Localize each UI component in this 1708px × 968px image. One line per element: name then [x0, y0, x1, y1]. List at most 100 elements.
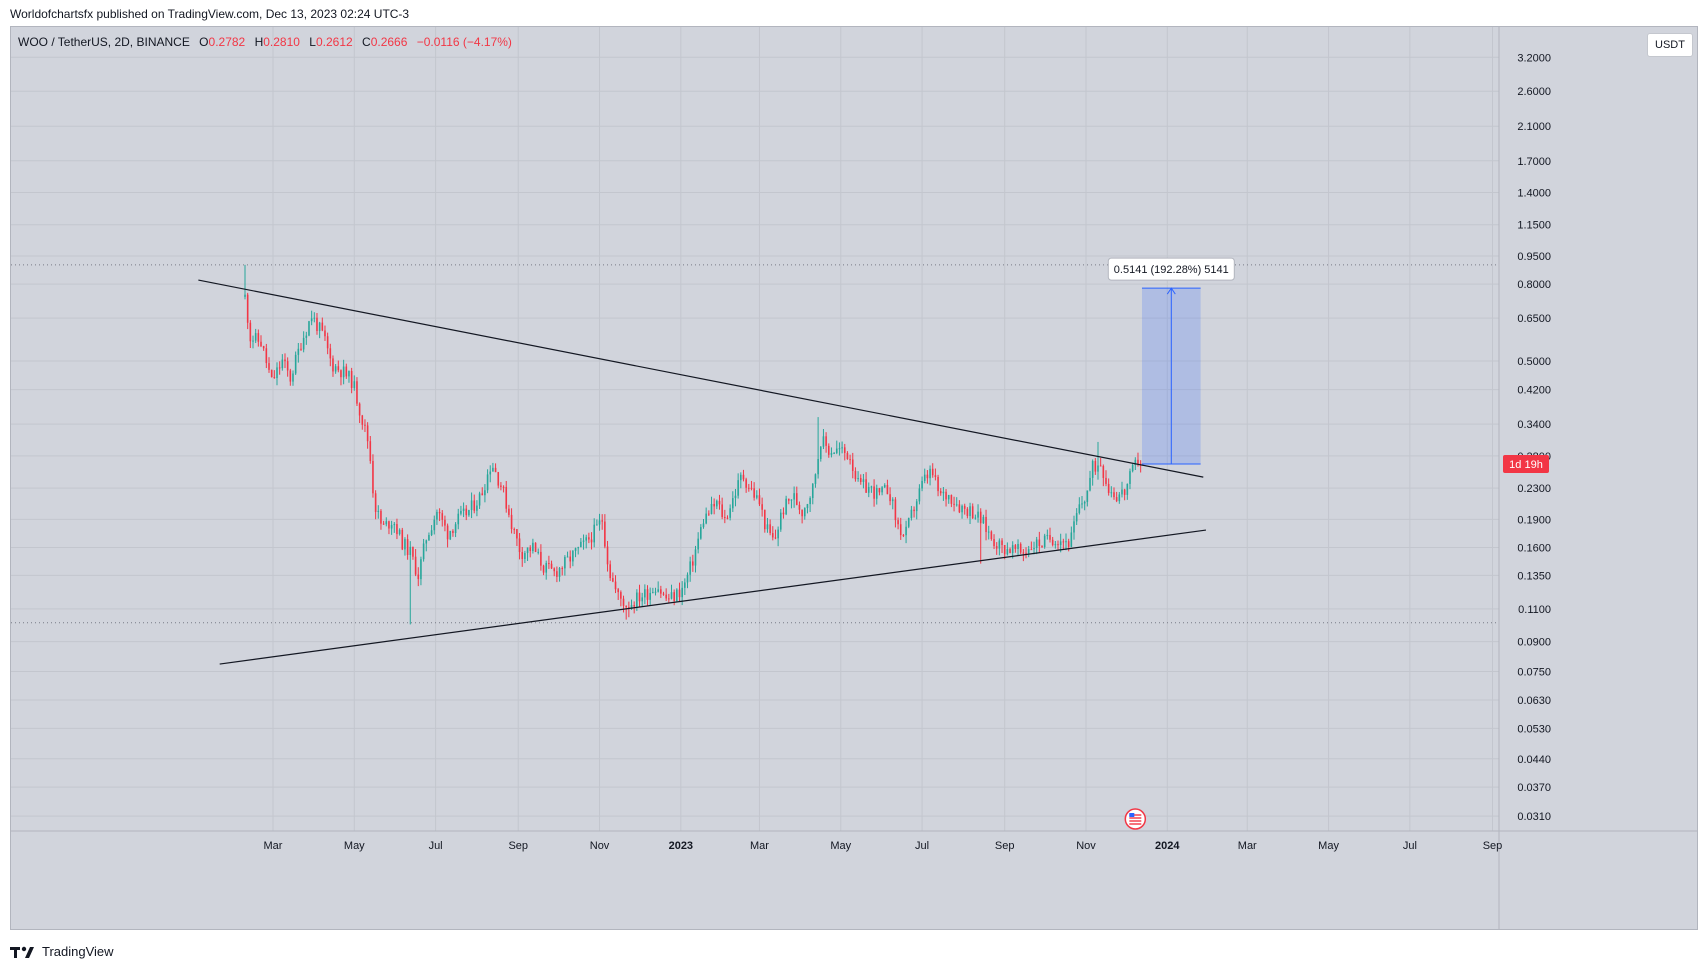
candle-down: [931, 468, 934, 476]
symbol-info: WOO / TetherUS, 2D, BINANCE O0.2782 H0.2…: [18, 35, 512, 49]
candle-up: [705, 513, 707, 524]
candle-down: [516, 529, 518, 539]
candle-down: [548, 563, 550, 565]
price-tick-label: 0.0440: [1517, 754, 1551, 766]
candle-up: [342, 366, 345, 378]
time-tick-label: 2024: [1155, 840, 1180, 852]
candle-up: [457, 513, 460, 525]
currency-button[interactable]: USDT: [1647, 33, 1693, 57]
candle-down: [950, 495, 953, 504]
candle-down: [1038, 539, 1041, 547]
candle-up: [545, 563, 548, 573]
high-value: 0.2810: [263, 35, 300, 49]
candle-down: [452, 530, 454, 534]
candle-down: [718, 500, 721, 505]
candle-up: [793, 493, 795, 500]
candle-down: [971, 506, 974, 519]
candle-up: [1083, 501, 1086, 504]
price-tick-label: 0.4200: [1517, 385, 1551, 397]
candle-up: [334, 366, 337, 372]
candle-down: [500, 485, 502, 487]
candle-down: [289, 370, 292, 382]
candle-down: [361, 415, 364, 425]
candle-down: [939, 491, 942, 494]
candle-down: [748, 487, 750, 489]
candle-down: [417, 574, 420, 580]
candle-down: [446, 525, 449, 540]
price-tick-label: 3.2000: [1517, 52, 1551, 64]
candle-up: [276, 367, 278, 379]
chart-pane[interactable]: 0.5141 (192.28%) 5141 3.2000 2.6000 2.1000…: [10, 26, 1698, 930]
candle-up: [710, 503, 713, 515]
candle-down: [340, 370, 342, 378]
time-tick-label: Jul: [429, 840, 443, 852]
candle-up: [974, 517, 977, 519]
time-tick-label: May: [830, 840, 851, 852]
price-tick-label: 2.6000: [1517, 86, 1551, 98]
candle-down: [465, 508, 468, 516]
candle-up: [921, 480, 923, 489]
candle-down: [945, 491, 947, 500]
candle-up: [1043, 535, 1046, 548]
candle-down: [332, 358, 334, 372]
candle-down: [995, 546, 998, 549]
countdown-badge-group: 1d 19h: [1503, 454, 1549, 473]
candle-up: [716, 500, 718, 507]
candle-down: [502, 486, 505, 488]
price-axis: 3.2000 2.6000 2.1000 1.7000 1.4000 1.1500 0.95…: [1517, 52, 1551, 823]
candle-up: [1046, 535, 1049, 537]
candle-down: [438, 511, 441, 514]
candle-down: [708, 513, 710, 515]
horizontal-levels: [11, 264, 1499, 624]
price-tick-label: 0.5000: [1517, 356, 1551, 368]
time-axis: Mar May Jul Sep Nov 2023 Mar May Jul Sep Nov 2024 Ma…: [264, 840, 1503, 852]
candle-down: [721, 504, 723, 518]
grid-lines: [11, 27, 1499, 831]
candle-up: [766, 524, 769, 530]
candle-up: [819, 446, 822, 460]
flag-circle: [1124, 808, 1147, 830]
candle-up: [526, 547, 529, 553]
candle-down: [1123, 489, 1126, 495]
candle-up: [478, 493, 481, 506]
candle-down: [1113, 492, 1115, 498]
tradingview-logo-icon: [10, 945, 36, 959]
candle-up: [694, 549, 697, 566]
candle-up: [987, 531, 990, 533]
candle-up: [1121, 489, 1123, 495]
candle-down: [1067, 541, 1070, 547]
candle-down: [388, 521, 390, 529]
candle-down: [345, 366, 348, 377]
candle-up: [558, 568, 561, 577]
high-label: H: [254, 35, 264, 49]
candle-up: [803, 508, 806, 517]
price-tick-label: 0.1350: [1517, 570, 1551, 582]
candle-up: [409, 546, 412, 556]
candle-up: [883, 485, 886, 488]
candle-down: [795, 493, 798, 505]
candle-down: [1025, 552, 1027, 554]
candle-up: [641, 597, 643, 602]
price-tick-label: 0.1900: [1517, 514, 1551, 526]
candle-down: [401, 529, 404, 550]
candle-up: [492, 467, 494, 472]
tradingview-logo[interactable]: TradingView: [10, 944, 114, 959]
candle-down: [1107, 483, 1110, 493]
candle-down: [1102, 466, 1105, 478]
measure-label: 0.5141 (192.28%) 5141: [1114, 264, 1229, 276]
price-chart[interactable]: 0.5141 (192.28%) 5141 3.2000 2.6000 2.1000…: [11, 27, 1698, 930]
candle-up: [489, 471, 492, 475]
candle-down: [590, 539, 593, 543]
candle-down: [268, 363, 270, 370]
candle-down: [851, 459, 854, 471]
candle-down: [926, 474, 929, 479]
candle-up: [1054, 544, 1057, 546]
candle-up: [838, 448, 841, 450]
candle-down: [374, 493, 377, 512]
candle-down: [638, 592, 641, 602]
price-tick-label: 0.0310: [1517, 811, 1551, 823]
candle-down: [521, 552, 524, 560]
candle-down: [801, 509, 803, 517]
price-tick-label: 0.8000: [1517, 279, 1551, 291]
candle-down: [614, 581, 617, 590]
